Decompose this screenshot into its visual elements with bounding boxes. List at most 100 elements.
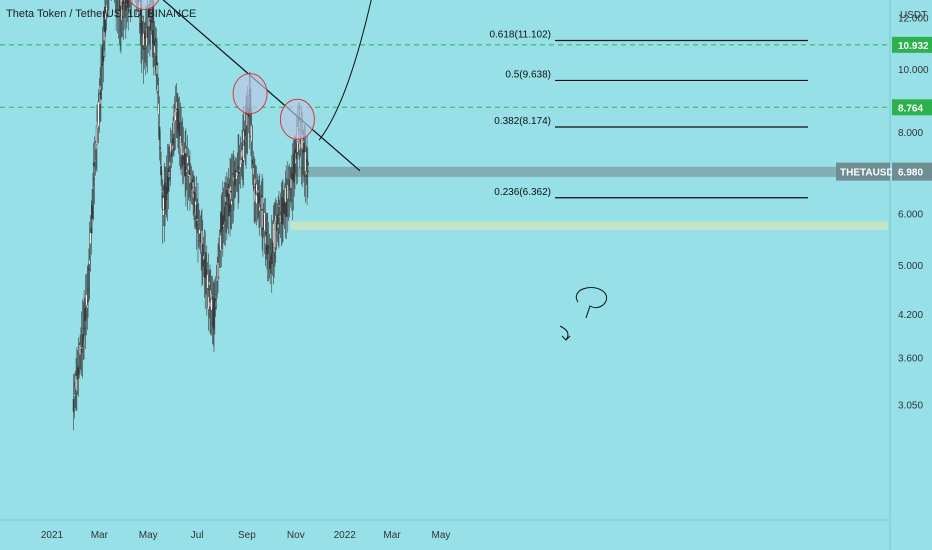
candle-body [234,174,236,186]
candle-body [103,30,105,42]
candle-body [213,306,216,310]
series-point-21 [221,218,223,220]
candle-body [80,348,83,353]
fib-label-4: 0.382(8.174) [494,116,551,127]
candle-body [189,182,192,185]
candle-body [156,64,158,75]
candle-body [153,41,155,46]
candle-body [87,300,89,303]
candle-body [264,236,267,245]
series-point-10 [142,47,145,50]
candle-body [251,159,254,165]
candle-body [146,26,149,38]
candle-body [170,151,173,157]
candle-body [199,233,202,244]
candle-body [293,152,296,181]
candle-body [159,147,162,149]
candle-body [229,203,231,213]
candle-body [197,239,199,241]
level-tag-4 [892,99,932,116]
projection-curve [318,0,372,141]
series-point-12 [156,63,158,66]
candle-body [205,268,207,278]
candle-body [206,274,209,289]
candle-body [189,174,191,184]
candle-body [84,310,87,320]
candle-body [157,84,159,92]
series-point-13 [161,208,164,211]
x-tick-label-7: Mar [383,530,401,541]
candle-body [86,304,89,308]
candle-body [304,151,307,172]
candle-body [246,114,248,126]
candle-body [83,327,85,330]
candle-body [238,171,240,174]
candle-body [181,145,183,157]
candle-body [215,293,218,296]
level-tag-label-3: 10.932 [898,41,929,52]
series-point-22 [230,190,232,193]
series-point-23 [240,158,243,160]
candle-body [213,298,215,329]
candle-body [263,212,266,231]
zone-1 [290,221,889,230]
x-tick-label-4: Sep [238,530,256,541]
y-tick-label-5: 12.000 [898,14,929,25]
candle-body [93,163,96,167]
candle-body [142,33,145,46]
series-point-27 [269,259,271,262]
candle-body [285,202,288,217]
candle-body [252,167,255,175]
candle-body [185,169,188,173]
fib-label-2: 0.618(11.102) [489,29,551,40]
candle-body [167,168,170,192]
y-tick-label-7: 8.000 [898,128,923,139]
series-point-3 [92,178,95,180]
series-point-11 [150,13,153,15]
candle-body [88,260,91,265]
series-point-20 [213,314,215,316]
candle-body [222,224,225,227]
x-tick-label-5: Nov [287,530,305,541]
highlight-circle-3 [279,98,315,140]
candle-body [284,187,287,203]
candle-body [89,232,92,244]
candle-body [94,159,97,162]
candle-body [90,227,93,233]
candle-body [141,45,144,48]
series-point-28 [275,223,278,225]
candle-body [101,44,104,66]
series-point-16 [183,158,186,160]
candle-body [267,244,270,250]
series-point-18 [199,233,202,235]
symbol-tag-label: THETAUSDT [840,168,900,179]
candle-body [195,204,198,230]
candle-body [277,224,280,228]
candle-body [85,294,88,306]
candle-body [162,197,165,216]
candle-body [140,20,143,36]
candle-body [232,173,235,175]
y-tick-label-10: 4.200 [898,310,923,321]
level-tag-label-4: 8.764 [898,103,923,114]
fib-label-3: 0.5(9.638) [505,69,551,80]
candle-body [221,215,224,227]
trend-line [162,0,361,172]
candle-body [91,204,93,219]
candle-body [282,198,284,206]
y-tick-label-6: 10.000 [898,65,929,76]
highlight-circle-2 [232,73,268,115]
y-axis-unit: USDT [900,10,928,21]
series-point-25 [253,186,255,189]
y-tick-label-12: 3.050 [898,400,923,411]
candle-body [201,243,204,267]
candle-body [238,170,241,172]
candle-body [287,199,290,201]
candle-body [265,232,267,235]
candle-body [161,190,163,193]
candle-body [219,235,222,251]
candle-body [171,145,174,150]
candle-body [274,215,277,222]
candle-body [258,192,260,203]
candle-body [188,169,190,175]
